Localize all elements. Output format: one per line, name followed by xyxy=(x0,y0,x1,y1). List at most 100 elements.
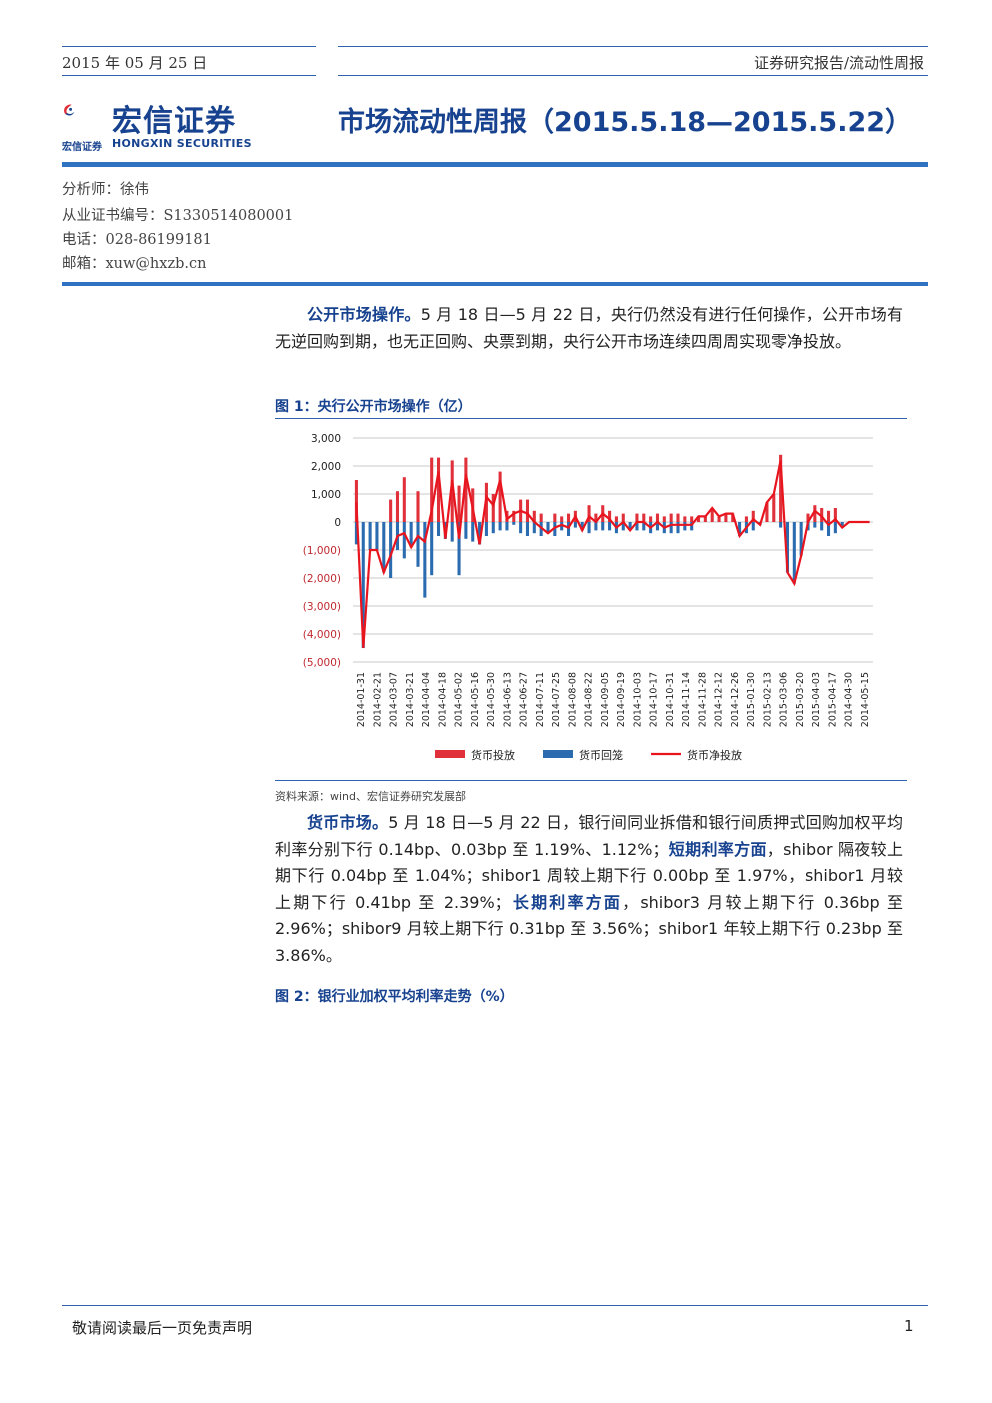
bar-withdrawal xyxy=(566,522,571,536)
bar-injection xyxy=(724,513,728,522)
bar-withdrawal xyxy=(430,522,434,576)
bar-withdrawal xyxy=(560,522,564,531)
y-tick-label: 1,000 xyxy=(311,489,341,501)
bar-withdrawal xyxy=(375,522,379,550)
legend-swatch xyxy=(435,750,465,758)
report-series: 证券研究报告/流动性周报 xyxy=(753,54,924,72)
bar-injection xyxy=(765,502,769,522)
x-tick-label: 2014-03-21 xyxy=(405,672,416,727)
bar-withdrawal xyxy=(546,522,550,534)
x-tick-label: 2014-04-18 xyxy=(437,672,448,727)
header-top-rule-right xyxy=(338,46,928,47)
bar-withdrawal xyxy=(532,522,536,534)
footer-rule xyxy=(62,1305,928,1306)
analyst-name: 分析师：徐伟 xyxy=(62,182,149,198)
bar-injection xyxy=(710,508,714,522)
bar-injection xyxy=(833,508,837,522)
company-name-small: 宏信证券 xyxy=(62,142,102,153)
x-tick-label: 2015-03-20 xyxy=(795,672,806,727)
bar-injection xyxy=(751,510,755,522)
bar-withdrawal xyxy=(628,522,632,531)
bar-injection xyxy=(539,513,543,522)
bar-withdrawal xyxy=(580,522,584,531)
bar-withdrawal xyxy=(416,522,420,567)
bar-withdrawal xyxy=(608,522,612,531)
bar-withdrawal xyxy=(642,522,646,531)
bar-withdrawal xyxy=(751,522,755,531)
bar-withdrawal xyxy=(594,522,598,531)
x-tick-label: 2014-09-05 xyxy=(600,672,611,727)
bar-withdrawal xyxy=(491,522,495,534)
x-tick-label: 2014-06-13 xyxy=(502,672,513,727)
bar-injection xyxy=(703,516,707,522)
section-money-market: 货币市场。5 月 18 日—5 月 22 日，银行间同业拆借和银行间质押式回购加… xyxy=(275,810,903,969)
bar-withdrawal xyxy=(587,522,591,534)
bar-injection xyxy=(717,516,721,522)
bar-withdrawal xyxy=(505,522,509,531)
bar-injection xyxy=(587,505,591,522)
net-injection-line xyxy=(355,460,870,649)
bar-injection xyxy=(430,457,434,522)
bar-withdrawal xyxy=(382,522,386,573)
footer-disclaimer: 敬请阅读最后一页免责声明 xyxy=(72,1319,253,1337)
section-money-market-heading: 货币市场。 xyxy=(307,813,389,832)
bar-injection xyxy=(676,513,680,522)
x-tick-label: 2015-04-03 xyxy=(811,672,822,727)
figure1-bottom-rule xyxy=(275,780,907,781)
bar-withdrawal xyxy=(573,522,577,528)
bar-withdrawal xyxy=(402,522,406,559)
y-tick-label: (2,000) xyxy=(303,573,341,585)
bar-withdrawal xyxy=(683,522,687,531)
legend-label: 货币净投放 xyxy=(687,748,742,762)
bar-withdrawal xyxy=(464,522,468,539)
bar-withdrawal xyxy=(539,522,543,536)
bar-withdrawal xyxy=(785,522,790,573)
bar-withdrawal xyxy=(512,522,516,525)
bar-injection xyxy=(354,480,358,522)
x-tick-label: 2014-05-30 xyxy=(486,672,497,727)
bar-withdrawal xyxy=(635,522,639,531)
bar-injection xyxy=(690,516,694,522)
x-tick-label: 2014-03-07 xyxy=(389,672,400,727)
y-tick-label: 3,000 xyxy=(311,433,341,445)
long-rate-label: 长期利率方面 xyxy=(510,892,623,912)
x-tick-label: 2014-08-22 xyxy=(584,672,595,727)
bar-withdrawal xyxy=(669,522,673,534)
y-tick-label: 2,000 xyxy=(311,461,341,473)
bar-injection xyxy=(553,513,557,522)
bar-withdrawal xyxy=(840,522,844,528)
bar-withdrawal xyxy=(478,522,482,545)
bar-injection xyxy=(621,513,625,522)
x-tick-label: 2014-07-11 xyxy=(535,672,546,727)
legend-label: 货币回笼 xyxy=(579,748,623,762)
y-tick-label: (1,000) xyxy=(303,545,341,557)
bar-injection xyxy=(655,513,660,522)
bar-injection xyxy=(662,516,666,522)
y-tick-label: (5,000) xyxy=(303,657,341,669)
header-bottom-rule-left xyxy=(62,75,316,76)
bar-withdrawal xyxy=(676,522,680,534)
bar-withdrawal xyxy=(354,522,358,545)
bar-injection xyxy=(806,513,810,522)
bar-injection xyxy=(525,499,530,522)
company-name-cn: 宏信证券 xyxy=(112,104,236,139)
report-title: 市场流动性周报（2015.5.18—2015.5.22） xyxy=(338,107,913,138)
company-name-en: HONGXIN SECURITIES xyxy=(112,137,252,150)
bar-injection xyxy=(560,516,564,522)
figure1-source: 资料来源：wind、宏信证券研究发展部 xyxy=(275,790,467,803)
bar-withdrawal xyxy=(368,522,372,550)
title-rule xyxy=(62,162,928,167)
x-tick-label: 2015-02-13 xyxy=(762,672,773,727)
figure2-title: 图 2：银行业加权平均利率走势（%） xyxy=(275,989,514,1005)
bar-injection xyxy=(464,457,468,522)
bar-injection xyxy=(649,516,653,522)
bar-withdrawal xyxy=(621,522,625,531)
x-tick-label: 2014-05-15 xyxy=(860,672,871,727)
company-logo-mark xyxy=(64,104,75,116)
legend-swatch xyxy=(543,750,573,758)
bar-withdrawal xyxy=(436,522,441,536)
bar-withdrawal xyxy=(525,522,530,536)
section-open-market: 公开市场操作。5 月 18 日—5 月 22 日，央行仍然没有进行任何操作，公开… xyxy=(275,302,903,355)
x-tick-label: 2014-01-31 xyxy=(356,672,367,727)
y-tick-label: 0 xyxy=(334,517,341,529)
